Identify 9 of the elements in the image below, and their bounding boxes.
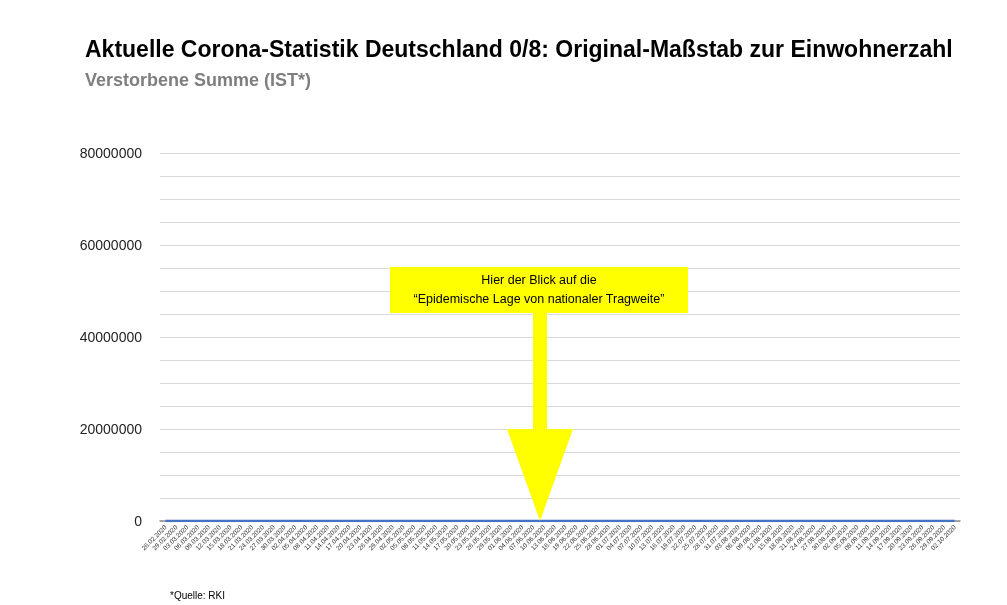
y-tick-label: 20000000 bbox=[79, 421, 143, 437]
y-tick-label: 40000000 bbox=[79, 329, 143, 345]
y-tick-label: 60000000 bbox=[79, 237, 143, 253]
y-tick-label: 80000000 bbox=[79, 145, 143, 161]
text: *Quelle: RKI bbox=[170, 590, 226, 601]
y-tick-label: 0 bbox=[134, 513, 143, 529]
chart-title: Aktuelle Corona-Statistik Deutschland 0/8: Original-Maßstab zur Einwohnerzahl bbox=[85, 36, 953, 63]
annotation: Hier der Blick auf die “Epidemische Lage von nationaler Tragweite” bbox=[390, 267, 688, 313]
chart-subtitle: Verstorbene Summe (IST*) bbox=[85, 70, 312, 91]
